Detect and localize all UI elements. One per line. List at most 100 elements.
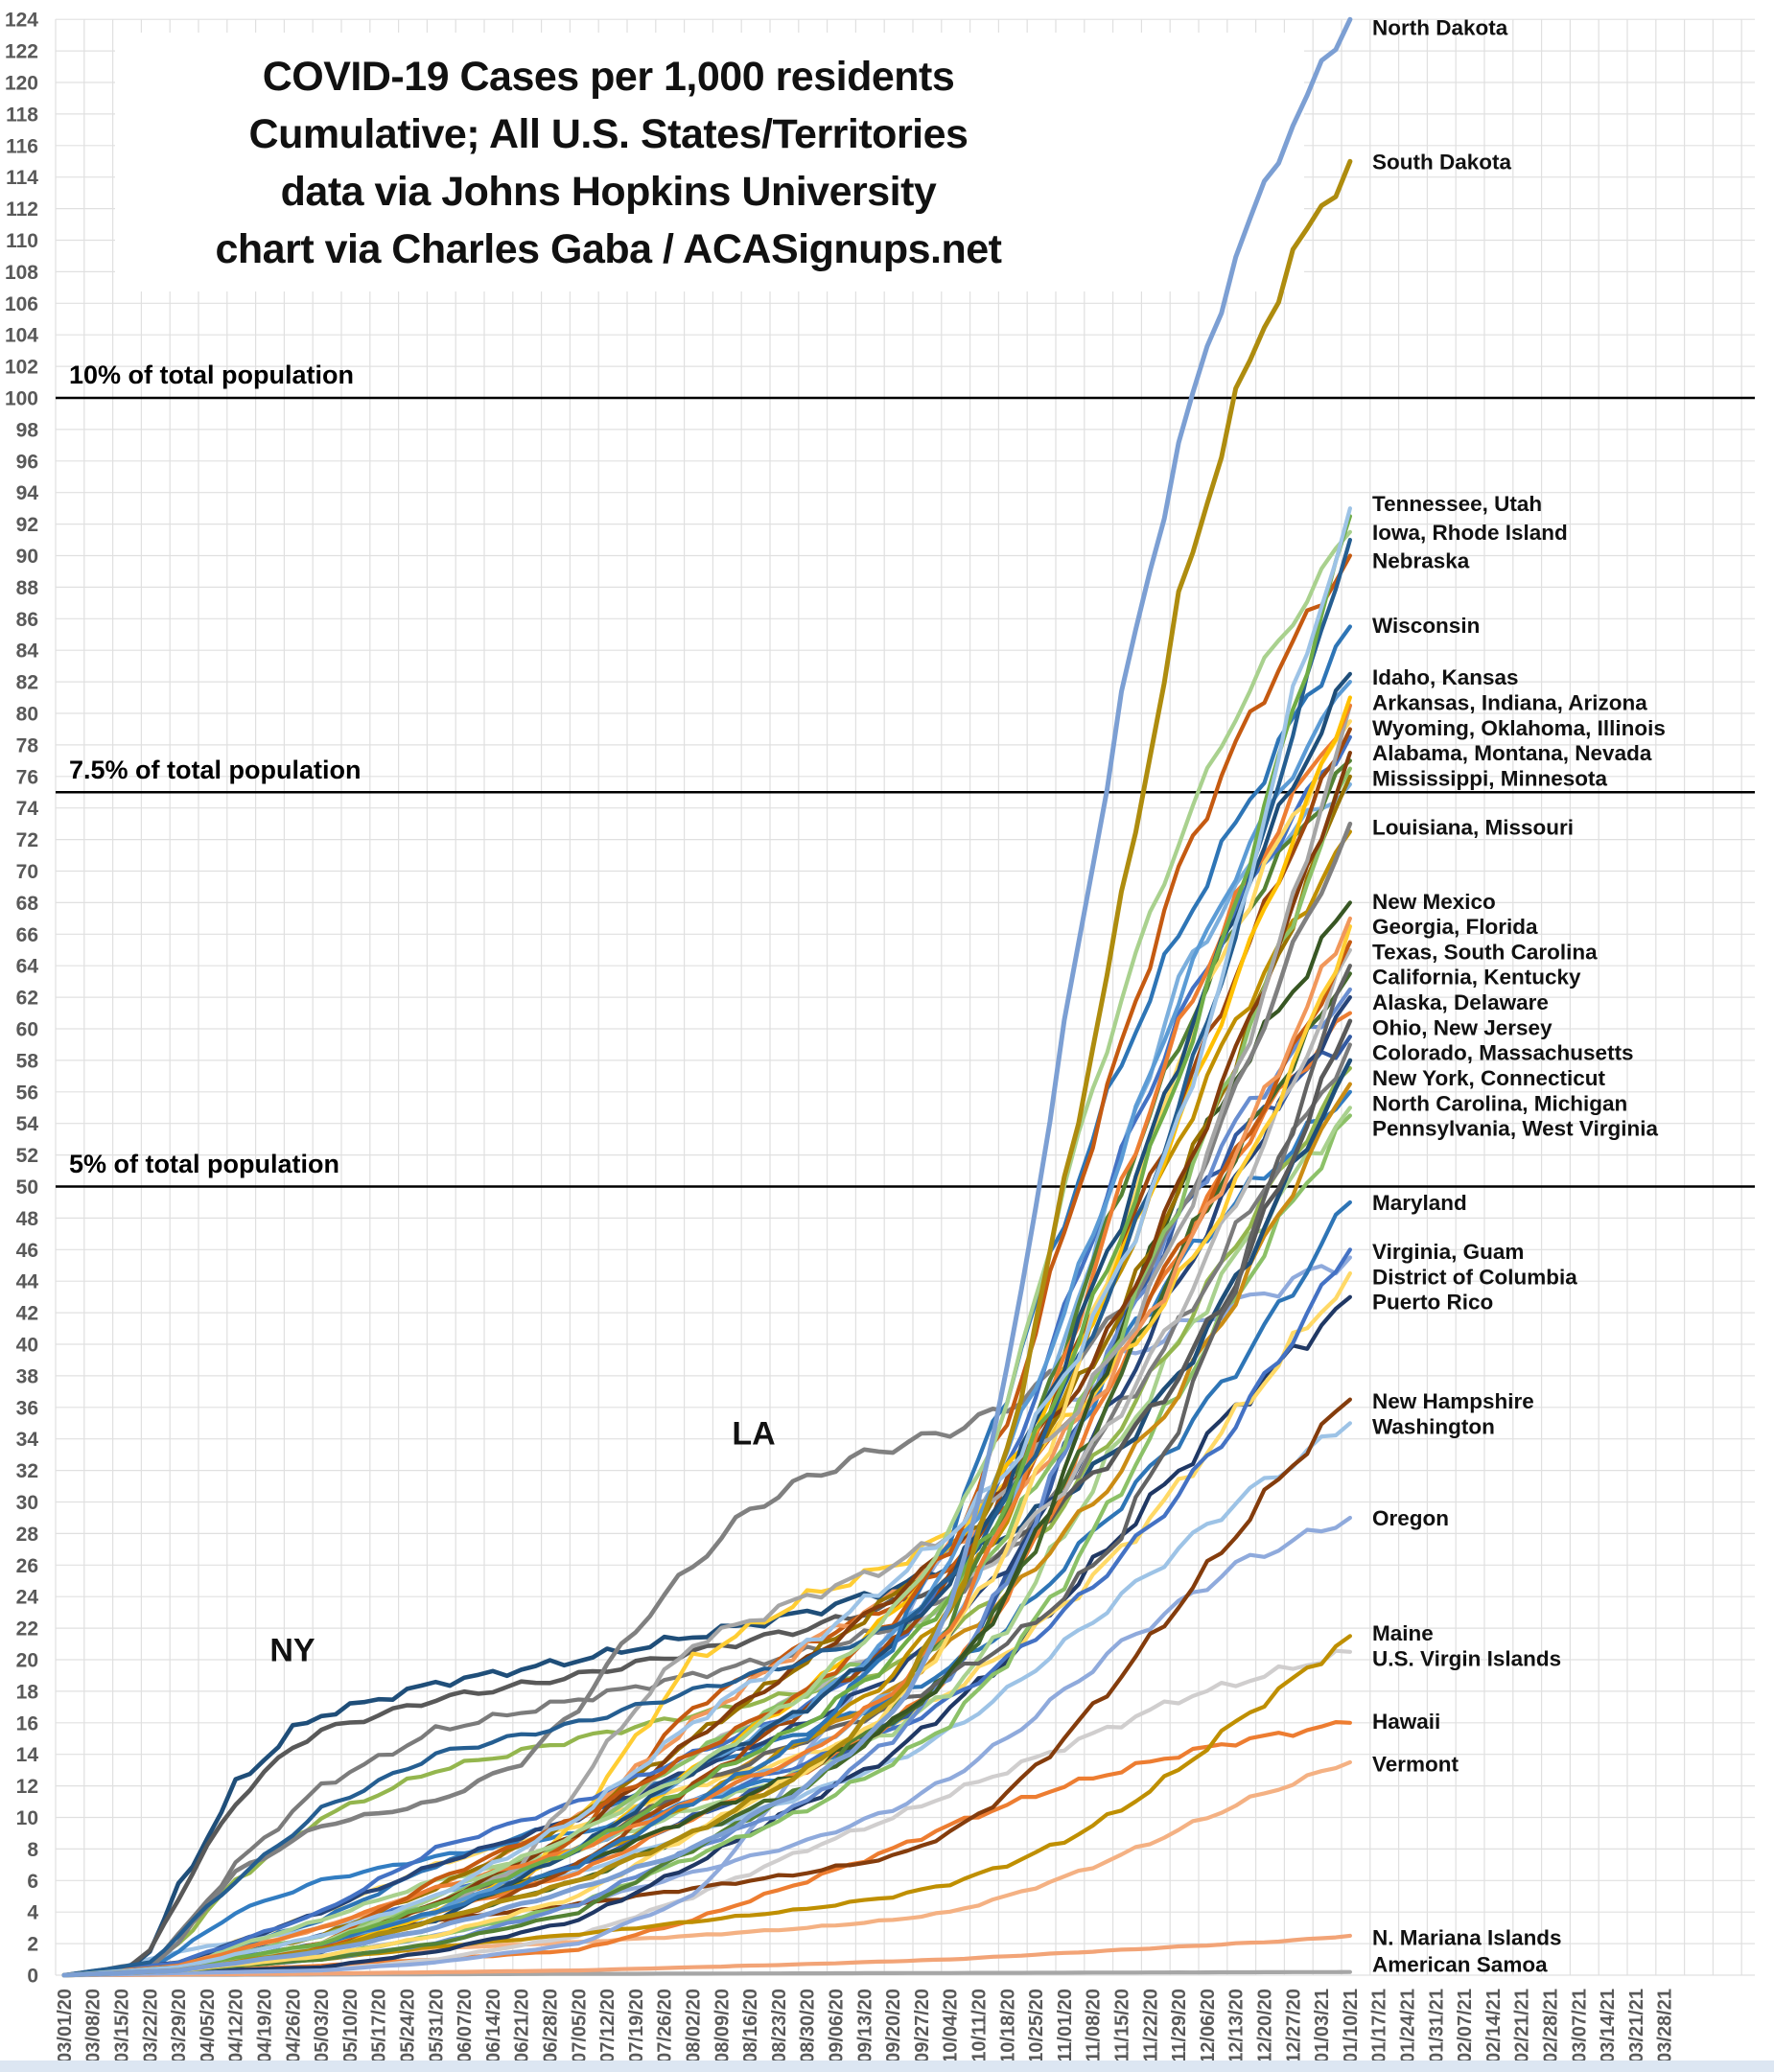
- y-tick-label: 72: [16, 829, 38, 851]
- y-tick-label: 46: [16, 1240, 38, 1262]
- x-tick-label: 10/18/20: [997, 1989, 1018, 2063]
- state-label-maryland: Maryland: [1372, 1191, 1467, 1215]
- x-tick-label: 04/19/20: [255, 1989, 276, 2063]
- y-tick-label: 108: [5, 262, 38, 284]
- series-line-indiana: [61, 703, 1352, 1978]
- state-label-tennessee-utah: Tennessee, Utah: [1372, 492, 1542, 516]
- annotation-ny: NY: [269, 1632, 315, 1669]
- y-tick-label: 66: [16, 924, 38, 946]
- state-label-new-hampshire: New Hampshire: [1372, 1389, 1534, 1413]
- y-tick-label: 22: [16, 1618, 38, 1641]
- x-tick-label: 12/20/20: [1255, 1989, 1276, 2063]
- state-label-new-mexico: New Mexico: [1372, 890, 1496, 914]
- x-tick-label: 02/07/21: [1455, 1989, 1476, 2063]
- x-tick-label: 05/24/20: [398, 1989, 419, 2063]
- series-line-puerto-rico: [61, 1294, 1352, 1978]
- state-label-oregon: Oregon: [1372, 1506, 1449, 1530]
- state-label-maine: Maine: [1372, 1621, 1434, 1645]
- series-line-new-jersey: [61, 1018, 1353, 1978]
- x-tick-label: 07/05/20: [569, 1989, 590, 2063]
- reference-label-7-5-percent: 7.5% of total population: [69, 756, 362, 784]
- x-tick-label: 03/22/20: [140, 1989, 161, 2063]
- y-tick-label: 68: [16, 893, 39, 915]
- series-line-utah: [61, 514, 1352, 1978]
- y-tick-label: 114: [6, 167, 38, 189]
- series-line-north-dakota: [61, 16, 1353, 1978]
- x-tick-label: 07/12/20: [597, 1989, 619, 2063]
- y-axis-labels: 0246810121416182022242628303234363840424…: [5, 10, 38, 1988]
- x-tick-label: 08/30/20: [798, 1989, 819, 2063]
- y-tick-label: 82: [16, 672, 38, 694]
- y-tick-label: 34: [16, 1429, 39, 1451]
- y-tick-label: 86: [16, 609, 38, 631]
- series-line-n-mariana-islands: [61, 1933, 1352, 1978]
- state-label-nebraska: Nebraska: [1372, 548, 1470, 572]
- y-tick-label: 96: [16, 451, 38, 473]
- y-tick-label: 14: [16, 1744, 39, 1766]
- state-label-north-dakota: North Dakota: [1372, 15, 1508, 39]
- x-tick-label: 03/07/21: [1569, 1989, 1590, 2063]
- y-tick-label: 12: [16, 1776, 38, 1798]
- x-tick-label: 02/14/21: [1483, 1989, 1505, 2063]
- y-tick-label: 4: [27, 1902, 38, 1924]
- x-tick-label: 03/28/21: [1655, 1989, 1676, 2063]
- x-tick-label: 03/21/21: [1626, 1989, 1647, 2063]
- state-label-south-dakota: South Dakota: [1372, 150, 1511, 174]
- y-tick-label: 98: [16, 419, 39, 441]
- state-label-new-york-connecticut: New York, Connecticut: [1372, 1066, 1605, 1090]
- x-tick-label: 12/27/20: [1283, 1989, 1304, 2063]
- y-tick-label: 32: [16, 1460, 38, 1482]
- y-tick-label: 10: [16, 1807, 38, 1829]
- y-tick-label: 84: [16, 640, 39, 663]
- y-tick-label: 42: [16, 1303, 38, 1325]
- reference-label-10-percent: 10% of total population: [69, 361, 354, 389]
- y-tick-label: 122: [5, 41, 38, 63]
- x-tick-label: 01/10/21: [1341, 1989, 1362, 2063]
- y-tick-label: 70: [16, 861, 38, 883]
- x-tick-label: 01/31/21: [1426, 1989, 1447, 2063]
- series-lines: [61, 16, 1353, 1978]
- state-label-texas-south-carolina: Texas, South Carolina: [1372, 940, 1598, 964]
- x-tick-label: 05/17/20: [369, 1989, 390, 2063]
- x-tick-label: 07/26/20: [655, 1989, 676, 2063]
- chart-title-line-1: COVID-19 Cases per 1,000 residents: [262, 54, 955, 100]
- state-label-alaska-delaware: Alaska, Delaware: [1372, 990, 1549, 1014]
- series-line-guam: [61, 1255, 1352, 1978]
- y-tick-label: 0: [27, 1966, 38, 1988]
- y-tick-label: 26: [16, 1555, 38, 1577]
- x-tick-label: 05/10/20: [340, 1989, 362, 2063]
- x-tick-label: 11/01/20: [1055, 1989, 1076, 2062]
- y-tick-label: 78: [16, 734, 39, 757]
- y-tick-label: 56: [16, 1082, 38, 1104]
- x-tick-label: 06/28/20: [541, 1989, 562, 2063]
- x-tick-label: 04/26/20: [283, 1989, 304, 2063]
- x-tick-label: 05/31/20: [426, 1989, 447, 2063]
- state-label-n-mariana-islands: N. Mariana Islands: [1372, 1926, 1562, 1950]
- x-tick-label: 12/06/20: [1198, 1989, 1219, 2063]
- x-tick-label: 01/24/21: [1398, 1989, 1419, 2063]
- x-tick-label: 11/29/20: [1169, 1989, 1190, 2062]
- x-tick-label: 06/21/20: [512, 1989, 533, 2063]
- y-tick-label: 80: [16, 704, 38, 726]
- state-label-washington: Washington: [1372, 1415, 1495, 1439]
- y-tick-label: 118: [6, 104, 38, 126]
- x-tick-label: 03/08/20: [83, 1989, 105, 2063]
- reference-lines: [56, 396, 1755, 1188]
- state-label-louisiana-missouri: Louisiana, Missouri: [1372, 815, 1574, 839]
- y-tick-label: 38: [16, 1365, 39, 1387]
- series-line-pennsylvania: [61, 1106, 1352, 1978]
- x-tick-label: 11/08/20: [1084, 1989, 1105, 2062]
- y-tick-label: 50: [16, 1176, 38, 1199]
- chart-title-line-3: data via Johns Hopkins University: [280, 169, 937, 215]
- y-tick-label: 124: [5, 10, 38, 32]
- state-label-north-carolina-michigan: North Carolina, Michigan: [1372, 1091, 1627, 1115]
- y-tick-label: 20: [16, 1650, 38, 1672]
- y-tick-label: 40: [16, 1335, 38, 1357]
- x-tick-label: 10/25/20: [1026, 1989, 1047, 2063]
- series-line-massachusetts: [61, 1042, 1352, 1978]
- series-line-new-york: [61, 1058, 1353, 1978]
- y-tick-label: 62: [16, 988, 38, 1010]
- x-tick-label: 01/17/21: [1369, 1989, 1390, 2063]
